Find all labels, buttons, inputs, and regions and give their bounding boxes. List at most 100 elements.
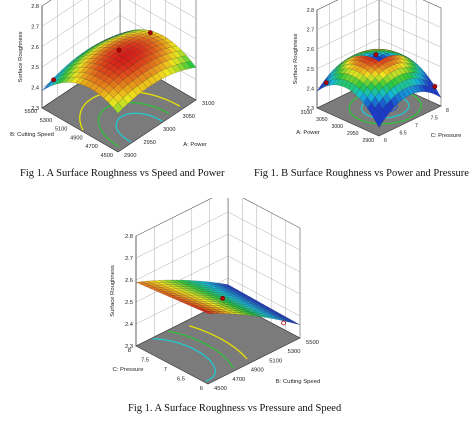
z-tick-label: 2.5 [307,67,314,73]
x-tick-label: 7.5 [431,116,438,122]
contour-line [152,338,196,351]
chart-panel-speed-power: 2.3 2.4 2.5 2.6 2.7 2.8 Surface Roughness 2900 2… [0,0,237,165]
y-tick-label: 4500 [101,153,113,159]
chart-panel-power-pressure: 2.3 2.4 2.5 2.6 2.7 2.8 Surface Roughness 6 6.5 7… [237,0,474,165]
z-tick-label: 2.4 [31,86,39,92]
x-tick-label: 5100 [269,358,282,364]
x-tick-label: 5300 [288,349,301,355]
y-axis-label: B: Cutting Speed [10,132,54,138]
x-tick-label: 4500 [214,386,227,392]
z-tick-label: 2.3 [307,106,314,112]
figure-caption-2: Fig 1. B Surface Roughness vs Power and … [254,168,469,179]
y-tick-label: 7 [164,367,167,373]
contour-line [115,112,160,143]
wall-gridline [163,0,197,19]
wall-gridline [41,0,113,47]
y-tick-label: 3050 [316,117,328,123]
contour-line [194,349,216,382]
design-point-marker [373,52,379,58]
chart-panel-pressure-speed: 2.3 2.4 2.5 2.6 2.7 2.8 Surface Roughness 4500 4… [110,189,360,394]
x-tick-label: 2900 [124,153,136,159]
z-axis-label: Surface Roughness [110,265,116,317]
y-tick-label: 5100 [55,127,67,133]
z-axis-label: Surface Roughness [18,31,24,82]
x-tick-label: 3000 [163,127,175,133]
surface-patch [115,32,125,37]
wall-gridline [378,19,442,48]
x-tick-label: 4700 [232,377,245,383]
z-tick-label: 2.7 [307,28,314,34]
contour-line [167,330,207,345]
design-point-marker [116,47,122,53]
y-tick-label: 4700 [85,144,97,150]
wall-gridline [41,0,82,27]
x-tick-label: 4900 [251,368,264,374]
z-tick-label: 2.8 [31,4,39,10]
wall-gridline [135,255,229,303]
y-axis-label: C: Pressure [112,367,144,373]
surface-chart-3: 2.3 2.4 2.5 2.6 2.7 2.8 Surface Roughness 4500 4… [110,189,321,392]
y-tick-label: 5300 [40,118,52,124]
figure-caption-3: Fig 1. A Surface Roughness vs Pressure a… [128,403,342,414]
design-point-marker [220,295,226,301]
z-tick-label: 2.3 [31,106,39,112]
y-tick-label: 6.5 [177,377,185,383]
z-tick-label: 2.6 [31,45,39,51]
contour-line [205,343,234,369]
x-tick-label: 5500 [306,340,319,346]
contour-line [159,119,163,123]
z-tick-label: 2.6 [125,278,133,284]
y-tick-label: 2900 [362,138,374,144]
design-point-marker [51,77,57,83]
surface-chart-1: 2.3 2.4 2.5 2.6 2.7 2.8 Surface Roughness 2900 2… [10,0,214,159]
x-tick-label: 8 [446,108,449,114]
x-tick-label: 3050 [183,114,195,120]
y-tick-label: 8 [128,348,131,354]
wall-gridline [227,277,301,317]
wall-gridline [227,255,301,295]
y-tick-label: 3000 [331,124,343,130]
z-tick-label: 2.3 [125,344,133,350]
z-tick-label: 2.5 [125,300,133,306]
surface-patch [222,283,233,288]
z-tick-label: 2.7 [125,256,133,262]
y-axis-label: A: Power [296,130,320,136]
wall-gridline [135,211,229,259]
y-tick-label: 7.5 [141,358,149,364]
contour-line [189,325,220,339]
z-axis-label: Surface Roughness [293,33,299,84]
z-tick-label: 2.7 [31,24,39,30]
y-tick-label: 5500 [25,109,37,115]
surface-patch [374,56,384,62]
wall-gridline [316,19,380,50]
contour-line [97,101,170,148]
design-point-marker [432,84,438,89]
wall-gridline [316,38,380,69]
wall-gridline [135,233,229,281]
x-tick-label: 6.5 [400,131,407,137]
wall-gridline [227,211,301,251]
x-tick-label: 7 [415,123,418,129]
x-tick-label: 6 [384,138,387,144]
y-tick-label: 6 [200,386,203,392]
x-axis-label: C: Pressure [431,133,462,139]
x-tick-label: 3100 [202,101,214,107]
wall-gridline [128,0,197,39]
z-tick-label: 2.8 [125,234,133,240]
y-tick-label: 3100 [300,110,312,116]
surface-chart-2: 2.3 2.4 2.5 2.6 2.7 2.8 Surface Roughness 6 6.5 7… [293,0,462,144]
wall-gridline [41,15,121,68]
z-tick-label: 2.4 [125,322,134,328]
wall-gridline [379,0,442,28]
x-axis-label: A: Power [183,142,207,148]
x-axis-label: B: Cutting Speed [276,379,321,385]
z-tick-label: 2.4 [307,86,314,92]
contour-line [218,337,248,360]
y-tick-label: 4900 [70,135,82,141]
design-point-marker [323,80,329,86]
design-point-marker [147,30,153,36]
x-tick-label: 2950 [144,140,156,146]
wall-gridline [316,0,379,30]
figure-caption-1: Fig 1. A Surface Roughness vs Speed and … [20,168,225,179]
z-tick-label: 2.8 [307,8,314,14]
